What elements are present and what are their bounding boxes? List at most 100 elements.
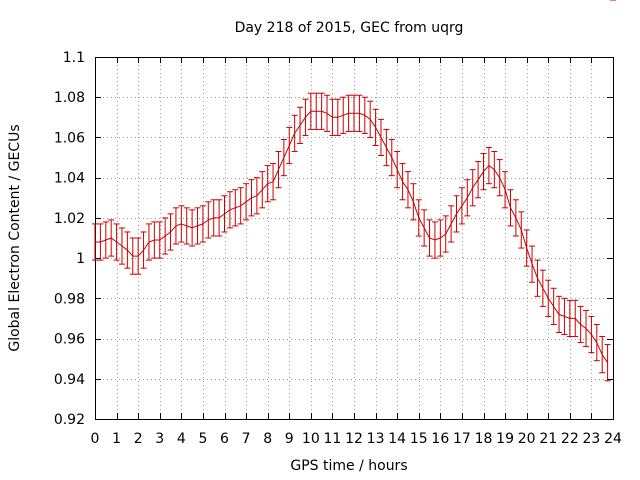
- error-bar: [135, 237, 142, 275]
- error-bar: [399, 163, 406, 201]
- x-axis-label: GPS time / hours: [290, 458, 407, 474]
- error-bar: [377, 118, 384, 157]
- x-tick-label: 20: [518, 431, 536, 447]
- error-bar: [577, 305, 584, 344]
- error-bar: [491, 151, 498, 189]
- error-bar: [243, 183, 250, 221]
- x-tick-label: 1: [112, 431, 121, 447]
- error-bar: [453, 195, 460, 233]
- x-tick-label: 13: [367, 431, 385, 447]
- error-bar: [226, 191, 233, 229]
- error-bar: [485, 147, 492, 185]
- error-bar: [183, 207, 190, 245]
- error-bar: [388, 138, 395, 177]
- error-bar: [156, 221, 163, 259]
- x-tick-label: 17: [453, 431, 471, 447]
- error-bar: [534, 259, 541, 297]
- error-bar: [280, 138, 287, 177]
- x-tick-label: 24: [604, 431, 622, 447]
- error-bar: [464, 179, 471, 217]
- error-bar: [437, 219, 444, 257]
- error-bar: [199, 205, 206, 243]
- x-tick-label: 21: [539, 431, 557, 447]
- error-bar: [550, 287, 557, 325]
- error-bar: [518, 211, 525, 249]
- error-bar: [189, 209, 196, 247]
- error-bar: [313, 92, 320, 130]
- grid-lines: [95, 57, 613, 419]
- y-tick-label: 1.1: [63, 50, 85, 66]
- x-tick-label: 14: [388, 431, 406, 447]
- error-bar: [232, 189, 239, 227]
- error-bar: [291, 114, 298, 153]
- error-bar: [415, 199, 422, 237]
- error-bar: [129, 237, 136, 275]
- y-tick-label: 1: [76, 251, 85, 267]
- error-bar: [221, 195, 228, 233]
- error-bar: [458, 187, 465, 225]
- error-bar: [604, 344, 611, 382]
- error-bar: [448, 205, 455, 243]
- error-bar: [329, 98, 336, 136]
- error-bar: [561, 297, 568, 336]
- x-tick-label: 5: [198, 431, 207, 447]
- error-bar: [583, 309, 590, 348]
- error-bar: [572, 299, 579, 338]
- error-bar: [502, 171, 509, 209]
- error-bar: [205, 201, 212, 239]
- error-bar: [318, 92, 325, 130]
- error-bar: [167, 213, 174, 251]
- error-bar: [469, 169, 476, 207]
- error-bar: [178, 205, 185, 243]
- y-tick-label: 0.94: [54, 372, 85, 388]
- x-tick-label: 16: [431, 431, 449, 447]
- error-bar: [475, 161, 482, 199]
- error-bar: [372, 108, 379, 146]
- x-tick-label: 3: [155, 431, 164, 447]
- error-bar: [194, 207, 201, 245]
- y-tick-label: 1.06: [54, 130, 85, 146]
- series-line: [95, 110, 609, 363]
- x-tick-label: 0: [91, 431, 100, 447]
- error-bar: [410, 183, 417, 221]
- error-bar: [529, 245, 536, 283]
- error-bar: [512, 199, 519, 237]
- error-bar: [351, 94, 357, 132]
- error-bar: [507, 189, 514, 227]
- error-bar: [588, 315, 595, 354]
- error-bar: [124, 231, 131, 269]
- x-tick-label: 23: [583, 431, 601, 447]
- error-bar: [356, 94, 363, 132]
- y-axis-label: Global Electron Content / GECUs: [7, 124, 23, 351]
- error-bar: [545, 279, 552, 317]
- y-tick-label: 1.08: [54, 90, 85, 106]
- error-bar: [593, 323, 600, 362]
- error-bar: [307, 92, 314, 130]
- x-tick-label: 7: [242, 431, 251, 447]
- x-tick-label: 12: [345, 431, 363, 447]
- x-tick-label: 9: [285, 431, 294, 447]
- axis-ticks: [95, 57, 614, 420]
- error-bar: [248, 179, 255, 217]
- error-bar: [431, 221, 438, 259]
- chart-title: Day 218 of 2015, GEC from uqrg: [235, 20, 464, 36]
- error-bar: [421, 209, 428, 247]
- error-bar: [426, 219, 433, 257]
- error-bar: [367, 100, 374, 138]
- error-bar: [442, 215, 449, 253]
- error-bar: [259, 171, 266, 209]
- error-bar: [394, 151, 401, 189]
- x-tick-label: 2: [134, 431, 143, 447]
- x-tick-label: 11: [324, 431, 342, 447]
- error-bar: [556, 295, 563, 334]
- error-bar: [270, 163, 277, 201]
- error-bar: [297, 106, 304, 144]
- y-tick-label: 0.96: [54, 332, 85, 348]
- x-tick-label: 18: [475, 431, 493, 447]
- y-tick-label: 0.92: [54, 412, 85, 428]
- error-bar: [92, 223, 98, 261]
- y-tick-label: 1.02: [54, 211, 85, 227]
- error-bar: [480, 153, 487, 191]
- error-bar: [140, 231, 147, 269]
